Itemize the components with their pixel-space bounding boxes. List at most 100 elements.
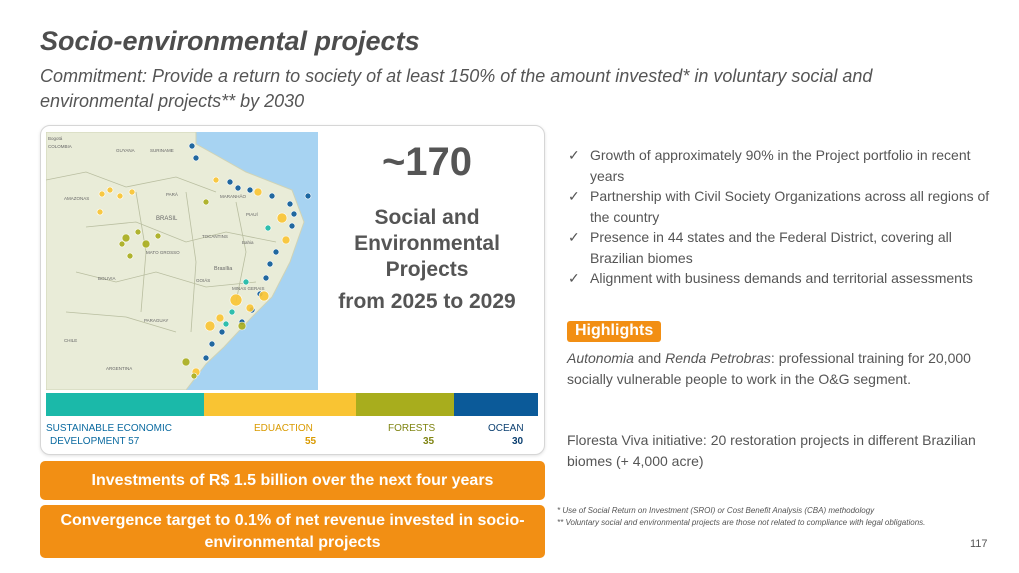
project-marker [181, 357, 191, 367]
bullet-text: Growth of approximately 90% in the Proje… [590, 147, 971, 184]
project-marker [290, 210, 298, 218]
map-label: PARAGUAY [144, 318, 168, 323]
page-subtitle: Commitment: Provide a return to society … [40, 66, 873, 111]
project-marker [268, 192, 276, 200]
list-item: ✓ Partnership with Civil Society Organiza… [566, 186, 1006, 227]
map-label: PARÁ [166, 191, 178, 197]
map-label: MARANHÃO [220, 193, 247, 199]
project-marker [262, 274, 270, 282]
highlight-conjunction: and [633, 350, 666, 366]
project-marker [226, 178, 234, 186]
project-marker [281, 235, 291, 245]
check-icon: ✓ [568, 147, 580, 163]
map-label: Bahia [242, 240, 254, 245]
project-marker [154, 232, 162, 240]
map-label: MINAS GERAIS [232, 286, 265, 291]
category-bar-ocean [454, 393, 538, 416]
project-marker [266, 260, 274, 268]
project-marker [229, 293, 243, 307]
project-marker [128, 188, 136, 196]
map-label: MATO GROSSO [146, 250, 180, 255]
project-marker [96, 208, 104, 216]
category-label-sustainable: SUSTAINABLE ECONOMIC [46, 423, 172, 434]
project-marker [242, 278, 250, 286]
highlight-item-2: Floresta Viva initiative: 20 restoration… [567, 432, 976, 469]
map-label: COLOMBIA [48, 144, 72, 149]
project-count: ~170 [381, 140, 473, 184]
project-marker [204, 320, 216, 332]
project-marker [237, 321, 247, 331]
footnotes: * Use of Social Return on Investment (SR… [557, 505, 967, 529]
project-marker [208, 340, 216, 348]
check-icon: ✓ [568, 270, 580, 286]
map-label: BOLIVIA [98, 276, 116, 281]
convergence-callout-text: Convergence target to 0.1% of net revenu… [60, 511, 525, 551]
map-label: TOCANTINS [202, 234, 228, 239]
project-marker [246, 186, 254, 194]
project-marker [192, 154, 200, 162]
project-marker [264, 224, 272, 232]
project-marker [288, 222, 296, 230]
map-label: Brasília [214, 266, 233, 272]
project-marker [126, 252, 134, 260]
project-marker [272, 248, 280, 256]
map-label: CHILE [64, 338, 77, 343]
investment-callout: Investments of R$ 1.5 billion over the n… [40, 461, 545, 500]
category-bar-forests [356, 393, 454, 416]
map-label: GOIÁS [196, 277, 210, 283]
map-label: ARGENTINA [106, 366, 132, 371]
project-marker [116, 192, 124, 200]
project-marker [121, 233, 131, 243]
project-marker [215, 313, 225, 323]
project-marker [286, 200, 294, 208]
page-title: Socio-environmental projects [40, 26, 420, 56]
project-marker [234, 184, 242, 192]
category-label-ocean: OCEAN [488, 423, 524, 434]
bullet-text: Alignment with business demands and terr… [590, 270, 973, 286]
project-marker [188, 142, 196, 150]
category-count-education: 55 [305, 436, 317, 447]
project-marker [245, 303, 255, 313]
project-marker [304, 192, 312, 200]
list-item: ✓ Alignment with business demands and ter… [566, 268, 1006, 289]
project-marker [212, 176, 220, 184]
bullet-text: Presence in 44 states and the Federal Di… [590, 229, 952, 266]
map-label: SURINAME [150, 148, 174, 153]
category-label-sustainable-count: DEVELOPMENT 57 [50, 436, 140, 447]
map-label: Bogotá [48, 136, 63, 141]
category-bar-sustainable [46, 393, 204, 416]
project-marker [202, 354, 210, 362]
footnote-1: * Use of Social Return on Investment (SR… [557, 506, 875, 515]
map-label: PIAUÍ [246, 211, 259, 217]
project-marker [141, 239, 151, 249]
project-marker [253, 187, 263, 197]
list-item: ✓ Presence in 44 states and the Federal D… [566, 227, 1006, 268]
highlight-em-autonomia: Autonomia [567, 350, 634, 366]
project-marker [258, 290, 270, 302]
map-label: BRASIL [156, 216, 178, 222]
project-marker [134, 228, 142, 236]
brazil-map: Bogotá COLOMBIA SURINAME GUYANA AMAZONAS… [46, 132, 318, 390]
list-item: ✓ Growth of approximately 90% in the Proj… [566, 145, 1006, 186]
category-count-forests: 35 [423, 436, 435, 447]
project-period: from 2025 to 2029 [338, 290, 516, 313]
highlight-em-renda: Renda Petrobras [665, 350, 771, 366]
category-bar-education [204, 393, 356, 416]
highlight-item-1: Autonomia and Renda Petrobras: professio… [567, 348, 1007, 389]
bullet-list: ✓ Growth of approximately 90% in the Proj… [566, 145, 1006, 289]
bullet-text: Partnership with Civil Society Organizat… [590, 188, 990, 225]
project-label: Social and Environmental Projects [354, 206, 500, 281]
project-marker [276, 212, 288, 224]
page-number: 117 [970, 538, 988, 550]
highlights-badge: Highlights [567, 321, 662, 342]
project-marker [222, 320, 230, 328]
footnote-2: ** Voluntary social and environmental pr… [557, 518, 926, 527]
project-marker [228, 308, 236, 316]
project-marker [118, 240, 126, 248]
project-marker [202, 198, 210, 206]
project-marker [190, 372, 198, 380]
map-label: GUYANA [116, 148, 135, 153]
check-icon: ✓ [568, 188, 580, 204]
category-label-education: EDUACTION [254, 423, 313, 434]
highlight-rest: : professional training for 20,000 socia… [567, 350, 971, 387]
